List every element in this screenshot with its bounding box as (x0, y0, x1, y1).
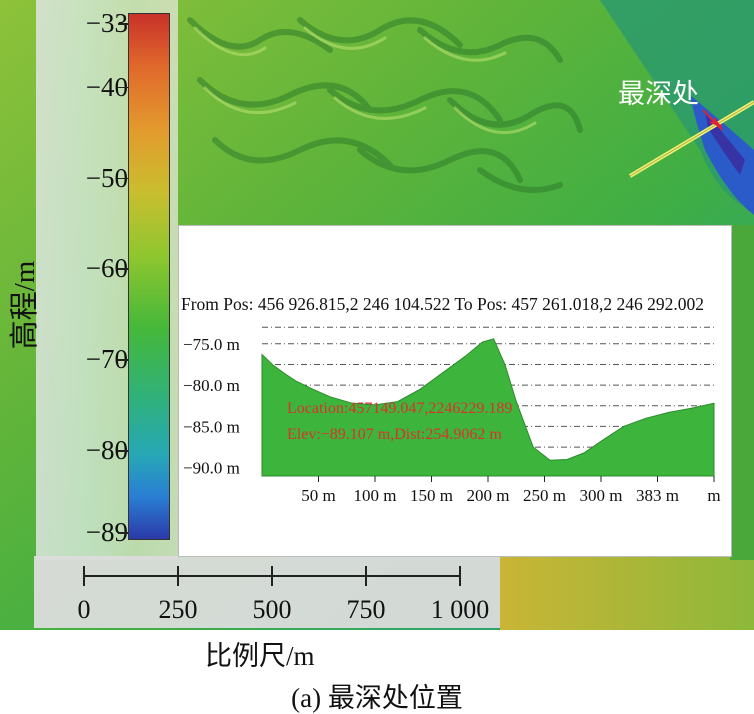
profile-annotation-elevation: Elev:−89.107 m,Dist:254.9062 m (287, 426, 502, 443)
colorbar-tick-label: −80 (85, 435, 128, 466)
colorbar-tick-label: −60 (85, 253, 128, 284)
colorbar-tick-label: −70 (85, 344, 128, 375)
profile-annotation-location: Location:457149.047,2246229.189 (287, 400, 512, 417)
profile-x-ticks: 50 m 100 m 150 m 200 m 250 m 300 m 383 m m (301, 476, 721, 505)
elevation-colorbar (128, 13, 170, 540)
deepest-point-marker (702, 109, 723, 131)
colorbar-tick-mark (118, 359, 128, 361)
colorbar-tick-label: −40 (85, 71, 128, 102)
profile-x-tick-label: 383 m (636, 486, 679, 505)
profile-x-tick-label: 50 m (301, 486, 335, 505)
profile-y-tick-label: −75.0 m (183, 335, 240, 354)
colorbar-tick-label: −33 (85, 8, 128, 38)
figure-caption: (a) 最深处位置 (291, 683, 463, 713)
scale-label-0: 0 (77, 595, 91, 624)
colorbar-tick-mark (118, 177, 128, 180)
colorbar-tick-mark (118, 23, 128, 25)
profile-x-tick-label: 200 m (467, 486, 510, 505)
profile-y-tick-label: −85.0 m (183, 417, 240, 436)
shallow-terrain (500, 555, 754, 630)
deepest-point-label: 最深处 (618, 79, 699, 110)
profile-x-tick-label: 150 m (410, 486, 453, 505)
colorbar-tick-mark (118, 450, 128, 452)
profile-y-tick-label: −90.0 m (183, 459, 240, 478)
scale-bar-title: 比例尺/m (205, 641, 315, 671)
colorbar-tick-label: −50 (85, 162, 128, 193)
colorbar-axis-label: 高程/m (2, 261, 42, 350)
colorbar-tick-mark (118, 86, 128, 89)
colorbar-tick-label: −89 (85, 517, 128, 547)
elevation-profile-chart: From Pos: 456 926.815,2 246 104.522 To P… (181, 294, 721, 505)
profile-x-tick-label: m (707, 486, 720, 505)
elevation-profile-panel: From Pos: 456 926.815,2 246 104.522 To P… (178, 225, 732, 557)
profile-y-ticks: −75.0 m −80.0 m −85.0 m −90.0 m (183, 335, 240, 478)
colorbar-tick-mark (118, 532, 128, 534)
profile-x-tick-label: 100 m (354, 486, 397, 505)
colorbar-axis-label-text: 高程/m (9, 260, 41, 350)
scale-label-500: 500 (252, 595, 292, 624)
profile-y-tick-label: −80.0 m (183, 376, 240, 395)
profile-header: From Pos: 456 926.815,2 246 104.522 To P… (181, 294, 704, 314)
colorbar-tick-mark (118, 268, 128, 270)
profile-x-tick-label: 250 m (523, 486, 566, 505)
scale-panel-background (34, 556, 500, 628)
deep-channel (690, 95, 754, 215)
scale-label-250: 250 (158, 595, 198, 624)
profile-x-tick-label: 300 m (580, 486, 623, 505)
profile-area (261, 338, 715, 477)
scale-label-1000: 1 000 (430, 595, 490, 624)
scale-bar (83, 566, 461, 586)
scale-label-750: 750 (346, 595, 386, 624)
